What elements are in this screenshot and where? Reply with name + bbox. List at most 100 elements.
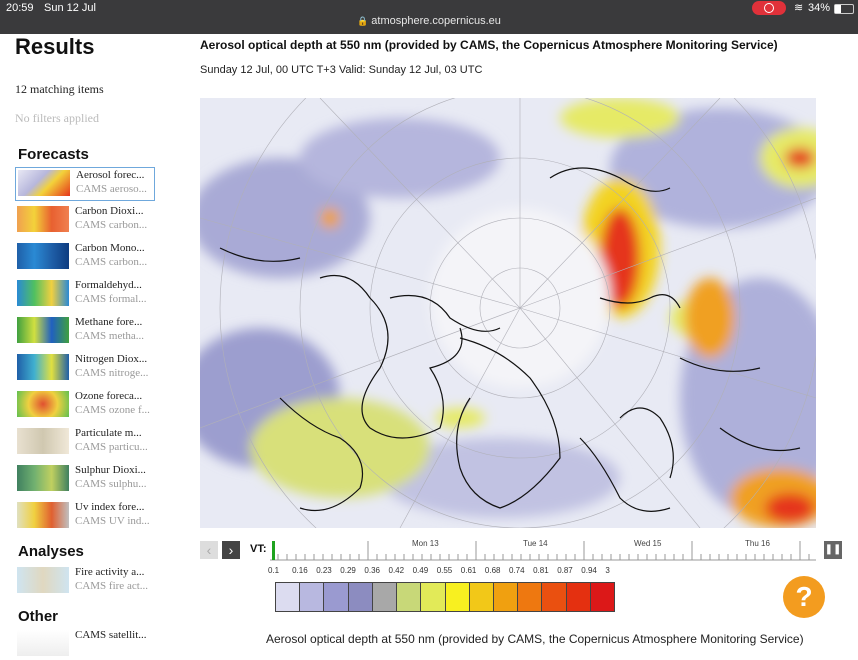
- url-text: atmosphere.copernicus.eu: [371, 15, 501, 27]
- result-item[interactable]: Nitrogen Diox... CAMS nitroge...: [15, 352, 155, 384]
- aerosol-map[interactable]: [200, 98, 816, 528]
- result-subtitle: CAMS nitroge...: [75, 367, 149, 379]
- legend-value: 3: [605, 566, 610, 575]
- result-title[interactable]: Ozone foreca...: [75, 390, 143, 402]
- legend-value: 0.87: [557, 566, 573, 575]
- legend-value: 0.49: [412, 566, 429, 575]
- result-title[interactable]: Uv index fore...: [75, 501, 145, 513]
- result-title[interactable]: Carbon Mono...: [75, 242, 145, 254]
- legend-value: 0.81: [533, 566, 549, 575]
- status-time: 20:59: [6, 2, 34, 14]
- result-title[interactable]: CAMS satellit...: [75, 629, 147, 641]
- screen-record-icon[interactable]: [752, 1, 786, 15]
- legend-value: 0.55: [436, 566, 453, 575]
- result-item[interactable]: Particulate m... CAMS particu...: [15, 426, 155, 458]
- map-graphic: [200, 98, 816, 528]
- result-thumbnail[interactable]: [17, 428, 69, 454]
- section-forecasts: Forecasts: [18, 146, 89, 163]
- result-thumbnail[interactable]: [17, 317, 69, 343]
- result-thumbnail[interactable]: [17, 630, 69, 656]
- results-sidebar: Results 12 matching items No filters app…: [0, 34, 175, 656]
- pause-button[interactable]: ❚❚: [824, 541, 842, 559]
- result-title[interactable]: Fire activity a...: [75, 566, 145, 578]
- timeline-day-label: Mon 13: [412, 539, 439, 548]
- legend-swatch: [372, 583, 398, 611]
- legend-swatch: [276, 583, 301, 611]
- result-thumbnail[interactable]: [17, 243, 69, 269]
- result-item[interactable]: Methane fore... CAMS metha...: [15, 315, 155, 347]
- legend-value: 0.1: [268, 566, 280, 575]
- result-item[interactable]: Carbon Mono... CAMS carbon...: [15, 241, 155, 273]
- section-analyses: Analyses: [18, 543, 84, 560]
- legend-swatch: [348, 583, 373, 611]
- result-subtitle: CAMS ozone f...: [75, 404, 150, 416]
- result-subtitle: CAMS carbon...: [75, 219, 148, 231]
- result-title[interactable]: Nitrogen Diox...: [75, 353, 148, 365]
- wifi-icon: ≋: [794, 2, 804, 14]
- result-subtitle: CAMS particu...: [75, 441, 148, 453]
- legend-value: 0.36: [364, 566, 380, 575]
- prev-step-button[interactable]: ‹: [200, 541, 218, 559]
- timeline-day-label: Tue 14: [523, 539, 548, 548]
- battery-percent: 34%: [808, 2, 831, 14]
- legend-swatch: [324, 583, 349, 611]
- legend-swatch: [300, 583, 325, 611]
- result-thumbnail[interactable]: [17, 567, 69, 593]
- chart-title: Aerosol optical depth at 550 nm (provide…: [200, 38, 778, 52]
- legend-value: 0.61: [460, 566, 477, 575]
- result-item[interactable]: Fire activity a... CAMS fire act...: [15, 565, 155, 597]
- result-item[interactable]: CAMS satellit...: [15, 628, 155, 660]
- legend-value: 0.94: [581, 566, 597, 575]
- matching-count: 12 matching items: [15, 82, 104, 96]
- legend-swatch: [493, 583, 519, 611]
- next-step-button[interactable]: ›: [222, 541, 240, 559]
- timeline-day-label: Thu 16: [745, 539, 770, 548]
- result-item[interactable]: Ozone foreca... CAMS ozone f...: [15, 389, 155, 421]
- result-subtitle: CAMS carbon...: [75, 256, 148, 268]
- result-thumbnail[interactable]: [17, 354, 69, 380]
- address-bar[interactable]: 🔒 atmosphere.copernicus.eu: [0, 15, 858, 27]
- status-date: Sun 12 Jul: [44, 2, 96, 14]
- help-button[interactable]: ?: [783, 576, 825, 618]
- result-title[interactable]: Formaldehyd...: [75, 279, 142, 291]
- legend-value: 0.29: [340, 566, 356, 575]
- legend-value: 0.23: [316, 566, 332, 575]
- result-subtitle: CAMS metha...: [75, 330, 145, 342]
- legend-swatch: [445, 583, 470, 611]
- timeline-day-label: Wed 15: [634, 539, 662, 548]
- result-subtitle: CAMS UV ind...: [75, 515, 150, 527]
- result-subtitle: CAMS fire act...: [75, 580, 149, 592]
- result-item[interactable]: Aerosol forec... CAMS aeroso...: [15, 167, 155, 201]
- timeline-track[interactable]: [270, 539, 818, 561]
- result-subtitle: CAMS sulphu...: [75, 478, 147, 490]
- legend-values: 0.1 0.16 0.23 0.29 0.36 0.42 0.49 0.55 0.61 0.68 0…: [268, 566, 618, 578]
- result-item[interactable]: Uv index fore... CAMS UV ind...: [15, 500, 155, 532]
- legend-swatch: [542, 583, 567, 611]
- result-thumbnail[interactable]: [17, 280, 69, 306]
- battery-icon: [834, 4, 854, 14]
- result-title[interactable]: Carbon Dioxi...: [75, 205, 144, 217]
- result-title[interactable]: Aerosol forec...: [76, 169, 145, 181]
- legend-swatch: [397, 583, 422, 611]
- result-thumbnail[interactable]: [17, 502, 69, 528]
- timeline-cursor[interactable]: [272, 541, 275, 560]
- result-title[interactable]: Sulphur Dioxi...: [75, 464, 146, 476]
- result-title[interactable]: Methane fore...: [75, 316, 143, 328]
- result-item[interactable]: Carbon Dioxi... CAMS carbon...: [15, 204, 155, 236]
- time-slider[interactable]: ‹ › VT: Mon 13 Tue 14 Wed 15 Thu 16 ❚❚: [200, 539, 842, 561]
- result-thumbnail[interactable]: [17, 391, 69, 417]
- result-title[interactable]: Particulate m...: [75, 427, 142, 439]
- result-item[interactable]: Sulphur Dioxi... CAMS sulphu...: [15, 463, 155, 495]
- result-item[interactable]: Formaldehyd... CAMS formal...: [15, 278, 155, 310]
- results-title: Results: [15, 34, 95, 59]
- legend-value: 0.16: [292, 566, 308, 575]
- status-bar: 20:59 Sun 12 Jul 🔒 atmosphere.copernicus.…: [0, 0, 858, 34]
- result-subtitle: CAMS formal...: [75, 293, 147, 305]
- chart-validity: Sunday 12 Jul, 00 UTC T+3 Valid: Sunday …: [200, 64, 483, 76]
- result-thumbnail[interactable]: [17, 465, 69, 491]
- result-thumbnail[interactable]: [17, 206, 69, 232]
- legend-swatch: [421, 583, 446, 611]
- lock-icon: 🔒: [357, 16, 369, 26]
- result-thumbnail[interactable]: [18, 170, 70, 196]
- legend-swatch: [469, 583, 494, 611]
